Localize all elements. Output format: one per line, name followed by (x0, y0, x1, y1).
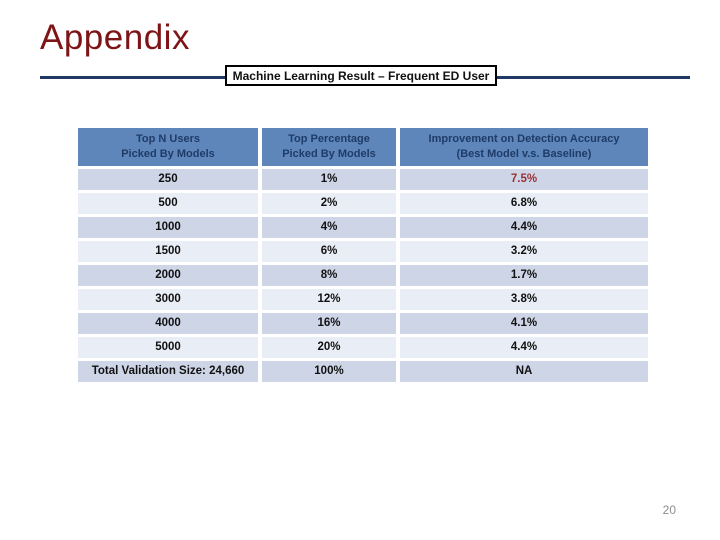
cell-top-percentage: 1% (262, 169, 396, 190)
table-row: 1500 6% 3.2% (78, 241, 648, 262)
cell-top-percentage: 20% (262, 337, 396, 358)
cell-top-n-users: 1500 (78, 241, 258, 262)
cell-improvement: 1.7% (400, 265, 648, 286)
cell-top-n-users: 500 (78, 193, 258, 214)
cell-improvement: 3.2% (400, 241, 648, 262)
table-row: Total Validation Size: 24,660 100% NA (78, 361, 648, 382)
table-row: 5000 20% 4.4% (78, 337, 648, 358)
results-table: Top N Users Picked By Models Top Percent… (78, 128, 648, 385)
cell-top-n-users: 1000 (78, 217, 258, 238)
table-row: 1000 4% 4.4% (78, 217, 648, 238)
header-line: (Best Model v.s. Baseline) (456, 148, 592, 160)
table-body: 250 1% 7.5% 500 2% 6.8% 1000 4% 4.4% 150… (78, 169, 648, 382)
table-row: 4000 16% 4.1% (78, 313, 648, 334)
table-row: 500 2% 6.8% (78, 193, 648, 214)
header-line: Top Percentage (288, 132, 370, 145)
page-number: 20 (662, 503, 676, 517)
cell-top-percentage: 16% (262, 313, 396, 334)
cell-top-percentage: 8% (262, 265, 396, 286)
table-row: 250 1% 7.5% (78, 169, 648, 190)
cell-top-percentage: 2% (262, 193, 396, 214)
cell-top-percentage: 6% (262, 241, 396, 262)
slide-title: Appendix (40, 18, 190, 57)
cell-top-percentage: 4% (262, 217, 396, 238)
cell-top-percentage: 12% (262, 289, 396, 310)
cell-top-n-users: 2000 (78, 265, 258, 286)
header-top-n-users: Top N Users Picked By Models (78, 128, 258, 166)
cell-improvement: 4.4% (400, 337, 648, 358)
cell-improvement: 4.4% (400, 217, 648, 238)
header-improvement: Improvement on Detection Accuracy (Best … (400, 128, 648, 166)
cell-top-n-users: 250 (78, 169, 258, 190)
cell-top-n-users: 5000 (78, 337, 258, 358)
table-header-row: Top N Users Picked By Models Top Percent… (78, 128, 648, 166)
table-row: 2000 8% 1.7% (78, 265, 648, 286)
cell-improvement: 3.8% (400, 289, 648, 310)
header-top-percentage: Top Percentage Picked By Models (262, 128, 396, 166)
table-row: 3000 12% 3.8% (78, 289, 648, 310)
cell-improvement: 4.1% (400, 313, 648, 334)
cell-top-n-users: 4000 (78, 313, 258, 334)
callout-box: Machine Learning Result – Frequent ED Us… (225, 65, 497, 86)
header-line: Picked By Models (282, 148, 376, 160)
header-line: Improvement on Detection Accuracy (428, 132, 620, 145)
header-line: Top N Users (136, 132, 200, 145)
cell-top-n-users: Total Validation Size: 24,660 (78, 361, 258, 382)
cell-top-n-users: 3000 (78, 289, 258, 310)
cell-improvement: 7.5% (400, 169, 648, 190)
cell-improvement: NA (400, 361, 648, 382)
cell-top-percentage: 100% (262, 361, 396, 382)
header-line: Picked By Models (121, 148, 215, 160)
cell-improvement: 6.8% (400, 193, 648, 214)
